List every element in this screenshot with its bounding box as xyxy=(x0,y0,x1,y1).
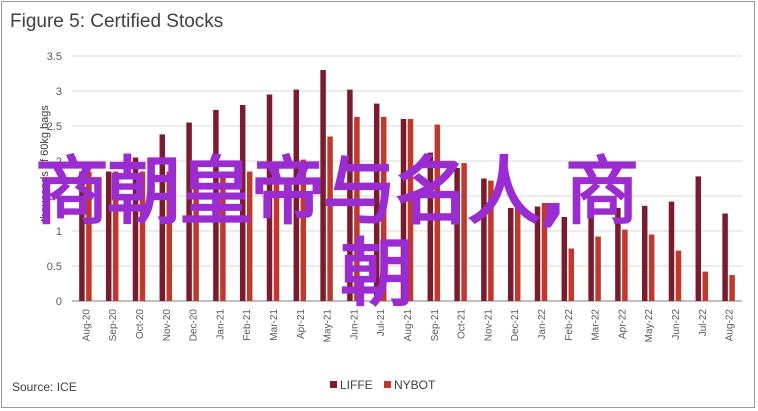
y-tick-label: 3.5 xyxy=(47,51,62,63)
bar-liffe xyxy=(293,89,300,301)
x-tick-label: Feb-22 xyxy=(564,309,575,341)
gridlines xyxy=(72,55,742,302)
x-tick-label: Aug-20 xyxy=(81,309,92,342)
x-tick-label: Jun-21 xyxy=(349,309,360,340)
x-tick-label: May-21 xyxy=(323,309,334,343)
x-tick-label: May-22 xyxy=(644,309,655,343)
x-tick-label: Sep-20 xyxy=(108,309,119,342)
bar-nybot xyxy=(568,248,575,301)
bar-liffe xyxy=(454,168,460,301)
bar-nybot xyxy=(541,203,548,301)
y-tick-label: 0.5 xyxy=(47,261,62,273)
bar-nybot xyxy=(434,124,441,301)
x-tick-label: Aug-22 xyxy=(725,309,736,342)
y-tick-label: 0 xyxy=(56,296,62,308)
bar-nybot xyxy=(300,159,307,301)
bar-nybot xyxy=(648,234,655,301)
bar-nybot xyxy=(488,180,494,301)
legend-label-nybot: NYBOT xyxy=(394,378,436,392)
bar-liffe xyxy=(213,109,219,302)
legend-label-liffe: LIFFE xyxy=(340,378,373,392)
bar-nybot xyxy=(675,250,682,301)
bar-liffe xyxy=(561,217,568,301)
x-tick-label: Feb-21 xyxy=(242,309,253,341)
source-note: Source: ICE xyxy=(12,380,77,394)
bar-liffe xyxy=(239,105,246,301)
bar-liffe xyxy=(507,207,514,301)
x-tick-label: Jan-22 xyxy=(537,309,548,340)
x-tick-label: Jun-22 xyxy=(671,309,682,340)
x-tick-label: Aug-21 xyxy=(403,309,414,342)
bar-nybot xyxy=(193,171,199,301)
x-tick-label: Jul-22 xyxy=(698,309,709,337)
bar-liffe xyxy=(588,210,594,301)
bar-liffe xyxy=(79,171,85,301)
bar-liffe xyxy=(132,157,139,301)
bar-liffe xyxy=(320,70,326,301)
y-tick-label: 1.5 xyxy=(47,191,62,203)
bar-nybot xyxy=(86,171,92,301)
bar-liffe xyxy=(668,201,675,301)
bar-liffe xyxy=(695,176,702,301)
legend-swatch-nybot xyxy=(384,381,391,388)
bar-nybot xyxy=(139,171,146,301)
x-tick-label: Nov-21 xyxy=(483,309,494,342)
x-tick-label: Sep-21 xyxy=(430,309,441,342)
y-axis-label: thousands of 60kg bags xyxy=(39,105,51,222)
bar-liffe xyxy=(481,178,487,301)
bar-nybot xyxy=(461,163,467,301)
bar-nybot xyxy=(112,171,119,301)
bar-nybot xyxy=(246,171,253,301)
x-tick-labels: Aug-20 Sep-20 Oct-20 Nov-20 Dec-20 Jan-21 Feb-… xyxy=(81,309,735,343)
bar-liffe xyxy=(266,94,273,301)
bar-liffe xyxy=(186,122,192,301)
bar-nybot xyxy=(273,165,280,301)
bar-nybot xyxy=(622,229,628,301)
x-tick-label: Oct-21 xyxy=(457,309,468,339)
bar-liffe xyxy=(615,207,621,301)
x-tick-label: Jan-21 xyxy=(215,309,226,340)
x-tick-label: Mar-22 xyxy=(591,309,602,341)
x-tick-label: Dec-20 xyxy=(189,309,200,342)
bar-nybot xyxy=(380,116,387,302)
bar-nybot xyxy=(702,271,709,301)
legend: LIFFE NYBOT xyxy=(330,378,436,392)
bar-nybot xyxy=(220,171,226,301)
bar-liffe xyxy=(105,171,112,301)
x-tick-label: Mar-21 xyxy=(269,309,280,341)
x-tick-label: Nov-20 xyxy=(162,309,173,342)
x-tick-label: Apr-21 xyxy=(296,309,307,339)
x-tick-label: Apr-22 xyxy=(617,309,628,339)
bar-liffe xyxy=(641,205,648,301)
bar-liffe xyxy=(400,119,407,301)
x-tick-label: Jul-21 xyxy=(376,309,387,337)
bar-nybot xyxy=(327,136,333,301)
bar-nybot xyxy=(354,116,360,302)
y-tick-label: 3 xyxy=(56,86,62,98)
y-tick-label: 2 xyxy=(56,156,62,168)
y-tick-labels: 0 0.5 1 1.5 2 2.5 3 3.5 xyxy=(47,51,62,308)
x-tick-label: Dec-21 xyxy=(510,309,521,342)
bar-nybot xyxy=(166,171,173,301)
bar-liffe xyxy=(159,134,166,301)
bar-liffe xyxy=(534,206,541,301)
bar-liffe xyxy=(373,103,380,301)
chart-title: Figure 5: Certified Stocks xyxy=(10,11,224,32)
x-tick-label: Oct-20 xyxy=(135,309,146,339)
legend-swatch-liffe xyxy=(330,381,337,388)
y-tick-label: 2.5 xyxy=(47,121,62,133)
bar-nybot xyxy=(407,119,414,301)
bars xyxy=(79,70,735,302)
bar-nybot xyxy=(514,207,521,301)
bar-liffe xyxy=(347,89,353,301)
bar-liffe xyxy=(722,213,728,301)
bar-nybot xyxy=(729,275,735,301)
bar-nybot xyxy=(595,236,601,301)
y-tick-label: 1 xyxy=(56,226,62,238)
bar-liffe xyxy=(427,152,434,301)
